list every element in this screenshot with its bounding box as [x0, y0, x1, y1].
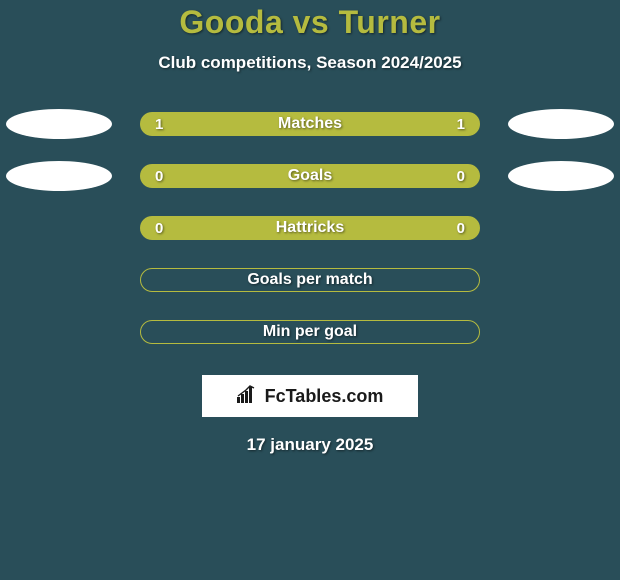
- stat-row: Goals per match: [0, 265, 620, 295]
- player-left-decor: [6, 161, 112, 191]
- stat-bar: Min per goal: [140, 320, 480, 344]
- ellipse-icon: [508, 161, 614, 191]
- stats-card: Gooda vs Turner Club competitions, Seaso…: [0, 0, 620, 455]
- player-left-decor: [6, 317, 112, 347]
- ellipse-icon: [6, 161, 112, 191]
- stat-bar: Goals per match: [140, 268, 480, 292]
- stat-row: Min per goal: [0, 317, 620, 347]
- date-text: 17 january 2025: [0, 435, 620, 455]
- logo-chart-icon: [237, 385, 259, 408]
- stat-bar: 0Hattricks0: [140, 216, 480, 240]
- ellipse-icon: [508, 109, 614, 139]
- stat-right-value: 0: [457, 165, 465, 187]
- logo-box: FcTables.com: [202, 375, 418, 417]
- ellipse-icon: [6, 109, 112, 139]
- stat-right-value: 0: [457, 217, 465, 239]
- player-right-decor: [508, 317, 614, 347]
- stat-bar: 0Goals0: [140, 164, 480, 188]
- stat-row: 0Hattricks0: [0, 213, 620, 243]
- player-right-decor: [508, 161, 614, 191]
- stat-label: Goals per match: [141, 271, 479, 289]
- subtitle: Club competitions, Season 2024/2025: [0, 53, 620, 73]
- stat-label: Min per goal: [141, 323, 479, 341]
- stat-right-value: 1: [457, 113, 465, 135]
- page-title: Gooda vs Turner: [0, 4, 620, 41]
- stat-label: Goals: [141, 167, 479, 185]
- player-left-decor: [6, 213, 112, 243]
- stat-bar: 1Matches1: [140, 112, 480, 136]
- player-right-decor: [508, 109, 614, 139]
- logo-text: FcTables.com: [265, 386, 384, 407]
- stat-row: 1Matches1: [0, 109, 620, 139]
- stat-label: Matches: [141, 115, 479, 133]
- stat-rows: 1Matches10Goals00Hattricks0Goals per mat…: [0, 109, 620, 347]
- player-right-decor: [508, 265, 614, 295]
- player-left-decor: [6, 265, 112, 295]
- player-left-decor: [6, 109, 112, 139]
- stat-row: 0Goals0: [0, 161, 620, 191]
- player-right-decor: [508, 213, 614, 243]
- stat-label: Hattricks: [141, 219, 479, 237]
